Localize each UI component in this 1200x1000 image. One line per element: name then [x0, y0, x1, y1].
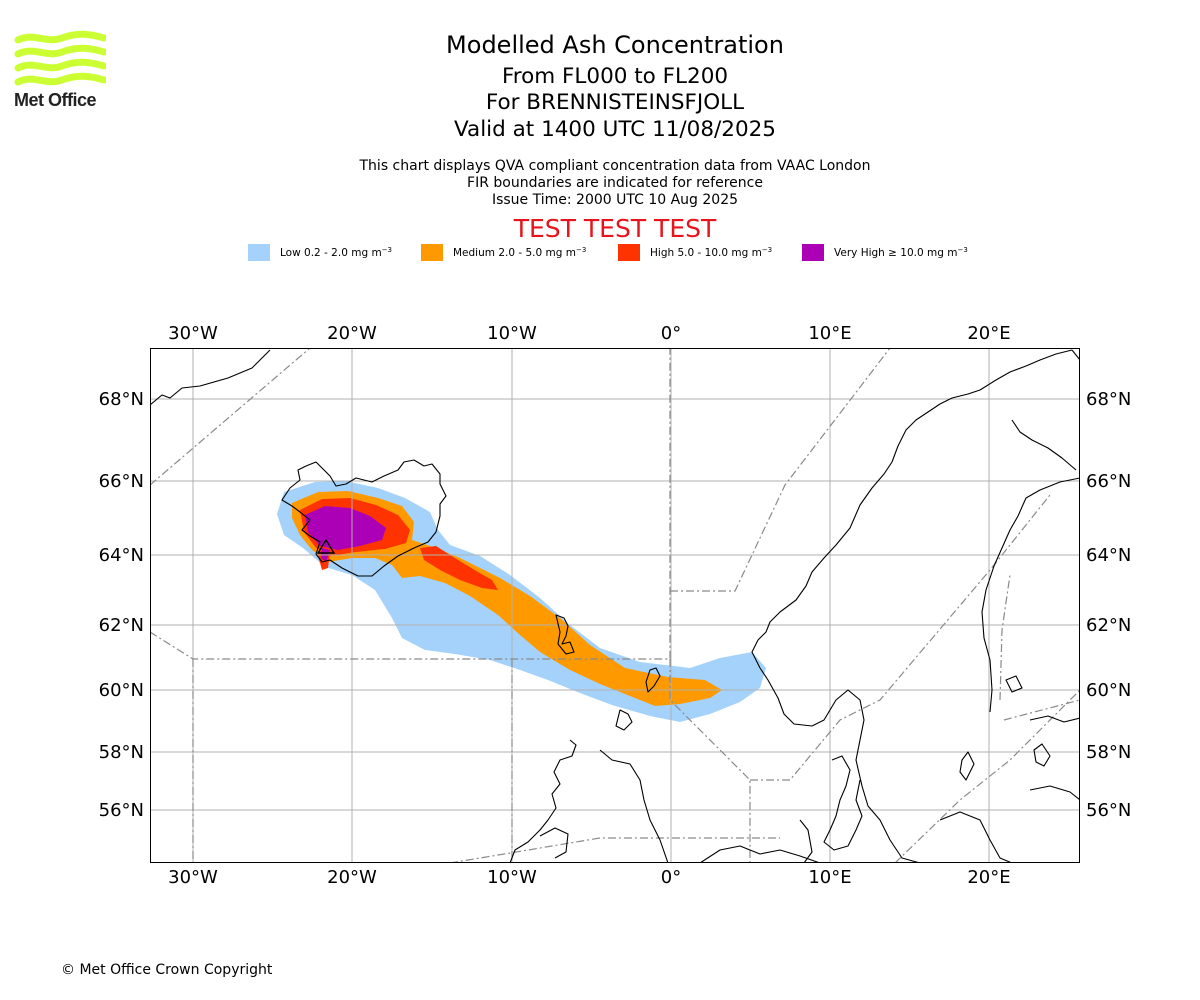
met-office-logo: Met Office	[14, 30, 114, 112]
unit-exponent: −3	[575, 246, 587, 254]
lon-label-bottom: 0°	[661, 867, 681, 888]
lon-label-top: 20°E	[967, 323, 1010, 344]
lon-label-bottom: 20°E	[967, 867, 1010, 888]
map-frame	[150, 348, 1080, 863]
legend-swatch-high	[618, 244, 640, 261]
lat-label-left: 64°N	[99, 545, 144, 566]
legend-swatch-low	[248, 244, 270, 261]
lat-label-left: 58°N	[99, 742, 144, 763]
unit-exponent: −3	[957, 246, 968, 254]
lat-label-left: 68°N	[99, 389, 144, 410]
lon-label-bottom: 30°W	[168, 867, 218, 888]
lon-label-top: 10°E	[808, 323, 851, 344]
lat-label-right: 58°N	[1086, 742, 1131, 763]
lon-label-bottom: 10°E	[808, 867, 851, 888]
legend-swatch-very-high	[802, 244, 824, 261]
lat-label-right: 60°N	[1086, 680, 1131, 701]
lon-label-bottom: 20°W	[327, 867, 377, 888]
scandinavia-coast	[751, 349, 1073, 669]
flight-level-range: From FL000 to FL200	[501, 64, 729, 89]
fir-boundaries	[150, 348, 1080, 863]
lon-label-top: 0°	[661, 323, 681, 344]
lon-labels-top: 30°W 20°W 10°W 0° 10°E 20°E	[168, 323, 1010, 344]
coastlines	[150, 349, 1080, 863]
subtitle-fir: FIR boundaries are indicated for referen…	[467, 175, 763, 191]
legend-swatch-medium	[421, 244, 443, 261]
chart-title: Modelled Ash Concentration	[446, 31, 784, 59]
issue-time: Issue Time: 2000 UTC 10 Aug 2025	[491, 192, 739, 208]
iceland-coast	[281, 459, 447, 577]
valid-time: Valid at 1400 UTC 11/08/2025	[453, 117, 776, 142]
volcano-marker-icon	[316, 538, 336, 554]
ash-plume	[277, 481, 766, 722]
lat-label-right: 56°N	[1086, 800, 1131, 821]
subtitle-qva: This chart displays QVA compliant concen…	[359, 158, 871, 174]
lat-label-right: 62°N	[1086, 615, 1131, 636]
lat-label-left: 66°N	[99, 471, 144, 492]
unit-exponent: −3	[761, 246, 773, 254]
map-background	[150, 348, 1080, 863]
lon-labels-bottom: 30°W 20°W 10°W 0° 10°E 20°E	[168, 867, 1010, 888]
test-banner: TEST TEST TEST	[513, 214, 717, 243]
denmark-coast	[823, 755, 863, 851]
lat-label-right: 66°N	[1086, 471, 1131, 492]
unit-exponent: −3	[381, 246, 393, 254]
lat-labels-left: 68°N 66°N 64°N 62°N 60°N 58°N 56°N	[99, 389, 144, 821]
lat-label-right: 64°N	[1086, 545, 1131, 566]
graticule	[150, 348, 1080, 863]
lat-label-left: 56°N	[99, 800, 144, 821]
lon-label-top: 20°W	[327, 323, 377, 344]
map-area	[150, 348, 1080, 863]
lat-label-left: 62°N	[99, 615, 144, 636]
ash-very-high-region	[305, 506, 386, 562]
lon-label-top: 10°W	[487, 323, 537, 344]
legend-label-very-high: Very High ≥ 10.0 mg m	[834, 247, 958, 259]
met-office-waves-icon	[14, 30, 108, 86]
lat-label-right: 68°N	[1086, 389, 1131, 410]
lat-labels-right: 68°N 66°N 64°N 62°N 60°N 58°N 56°N	[1086, 389, 1131, 821]
legend-label-medium: Medium 2.0 - 5.0 mg m	[453, 247, 576, 259]
lat-label-left: 60°N	[99, 680, 144, 701]
lon-label-bottom: 10°W	[487, 867, 537, 888]
logo-text: Met Office	[14, 90, 97, 110]
volcano-name: For BRENNISTEINSFJOLL	[485, 90, 745, 115]
lon-label-top: 30°W	[168, 323, 218, 344]
scotland-coast	[509, 709, 669, 863]
legend-label-high: High 5.0 - 10.0 mg m	[650, 247, 762, 259]
legend-label-low: Low 0.2 - 2.0 mg m	[280, 247, 382, 259]
copyright: © Met Office Crown Copyright	[61, 962, 273, 978]
